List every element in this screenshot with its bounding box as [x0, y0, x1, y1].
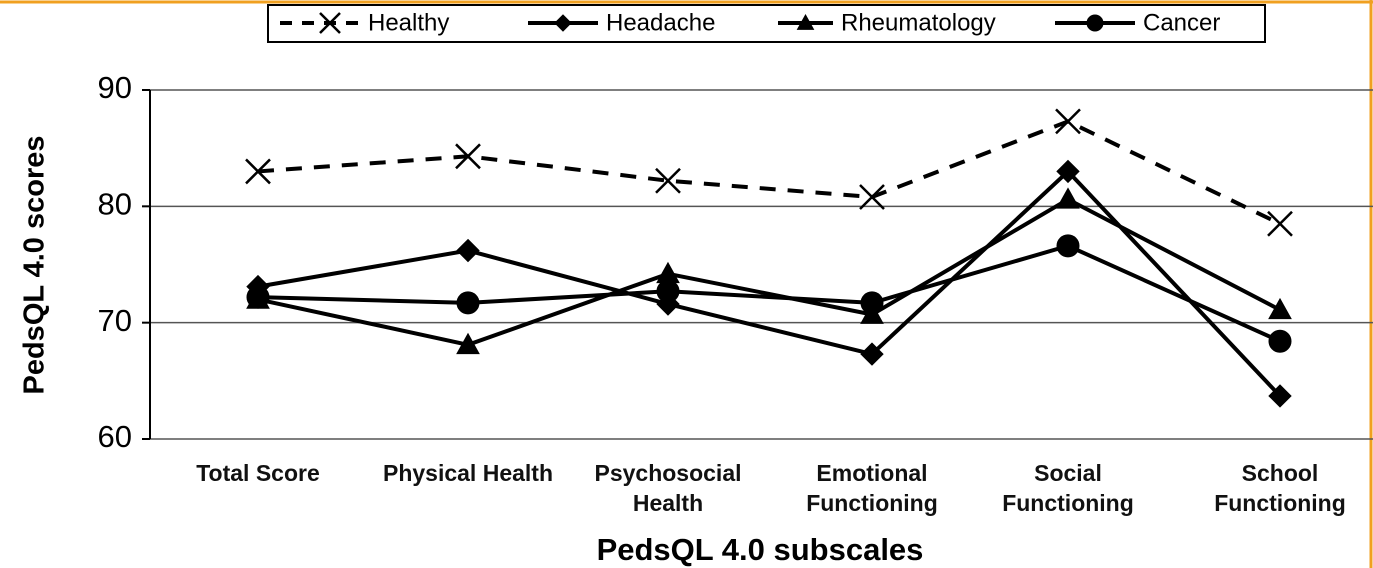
marker-diamond	[860, 342, 884, 366]
marker-circle	[1268, 329, 1292, 353]
series-line	[257, 243, 1281, 344]
x-tick-label: Social Functioning	[1002, 460, 1134, 516]
x-tick-label: Physical Health	[382, 460, 554, 486]
marker-triangle	[1056, 187, 1080, 209]
y-tick-label: 80	[98, 187, 132, 222]
marker-triangle	[796, 13, 815, 30]
marker-circle	[656, 279, 680, 303]
legend-label: Cancer	[1143, 9, 1220, 36]
x-tick-label: Total Score	[196, 460, 320, 486]
marker-diamond	[456, 238, 480, 263]
series-line	[257, 119, 1281, 226]
x-axis-title: PedsQL 4.0 subscales	[597, 532, 924, 567]
legend-label: Headache	[606, 9, 715, 36]
marker-x	[1055, 108, 1081, 135]
y-tick-label: 70	[98, 303, 132, 338]
marker-x	[245, 158, 271, 185]
marker-diamond	[656, 292, 680, 316]
x-tick-label: School Functioning	[1214, 460, 1346, 516]
marker-triangle	[456, 332, 480, 355]
marker-x	[319, 12, 341, 34]
marker-circle	[246, 285, 270, 309]
marker-diamond	[1056, 159, 1080, 184]
series-line	[257, 168, 1282, 398]
y-tick-label: 90	[98, 70, 132, 105]
y-axis-title: PedsQL 4.0 scores	[19, 135, 51, 394]
x-tick-label: Psychosocial Health	[594, 460, 742, 516]
marker-x	[455, 143, 481, 170]
marker-x	[859, 184, 885, 210]
marker-circle	[860, 291, 884, 315]
marker-circle	[1086, 14, 1104, 32]
x-tick-label: Emotional Functioning	[806, 460, 938, 516]
marker-diamond	[554, 14, 572, 32]
marker-triangle	[656, 261, 680, 284]
marker-x	[1267, 210, 1293, 237]
marker-circle	[456, 291, 480, 315]
series-line	[257, 197, 1281, 347]
marker-triangle	[1268, 297, 1292, 320]
marker-diamond	[1268, 384, 1292, 408]
legend-label: Healthy	[368, 9, 449, 36]
legend-label: Rheumatology	[841, 9, 996, 36]
marker-x	[655, 167, 681, 194]
y-tick-label: 60	[98, 419, 132, 454]
marker-circle	[1056, 234, 1080, 258]
